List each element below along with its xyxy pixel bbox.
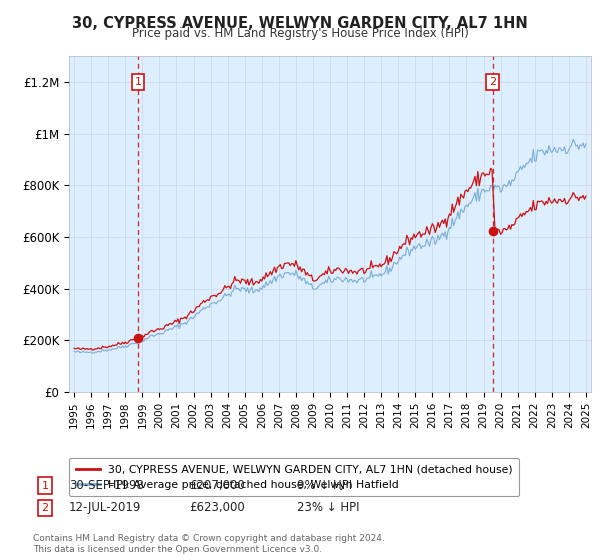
- Text: Contains HM Land Registry data © Crown copyright and database right 2024.
This d: Contains HM Land Registry data © Crown c…: [33, 534, 385, 554]
- Text: 2: 2: [489, 77, 496, 87]
- Legend: 30, CYPRESS AVENUE, WELWYN GARDEN CITY, AL7 1HN (detached house), HPI: Average p: 30, CYPRESS AVENUE, WELWYN GARDEN CITY, …: [69, 458, 520, 496]
- Text: 1: 1: [41, 480, 49, 491]
- Text: 2: 2: [41, 503, 49, 513]
- Text: 30, CYPRESS AVENUE, WELWYN GARDEN CITY, AL7 1HN: 30, CYPRESS AVENUE, WELWYN GARDEN CITY, …: [72, 16, 528, 31]
- Text: 30-SEP-1998: 30-SEP-1998: [69, 479, 144, 492]
- Text: Price paid vs. HM Land Registry's House Price Index (HPI): Price paid vs. HM Land Registry's House …: [131, 27, 469, 40]
- Text: 9% ↓ HPI: 9% ↓ HPI: [297, 479, 352, 492]
- Text: £623,000: £623,000: [189, 501, 245, 515]
- Text: 12-JUL-2019: 12-JUL-2019: [69, 501, 142, 515]
- Text: £207,000: £207,000: [189, 479, 245, 492]
- Text: 1: 1: [134, 77, 142, 87]
- Text: 23% ↓ HPI: 23% ↓ HPI: [297, 501, 359, 515]
